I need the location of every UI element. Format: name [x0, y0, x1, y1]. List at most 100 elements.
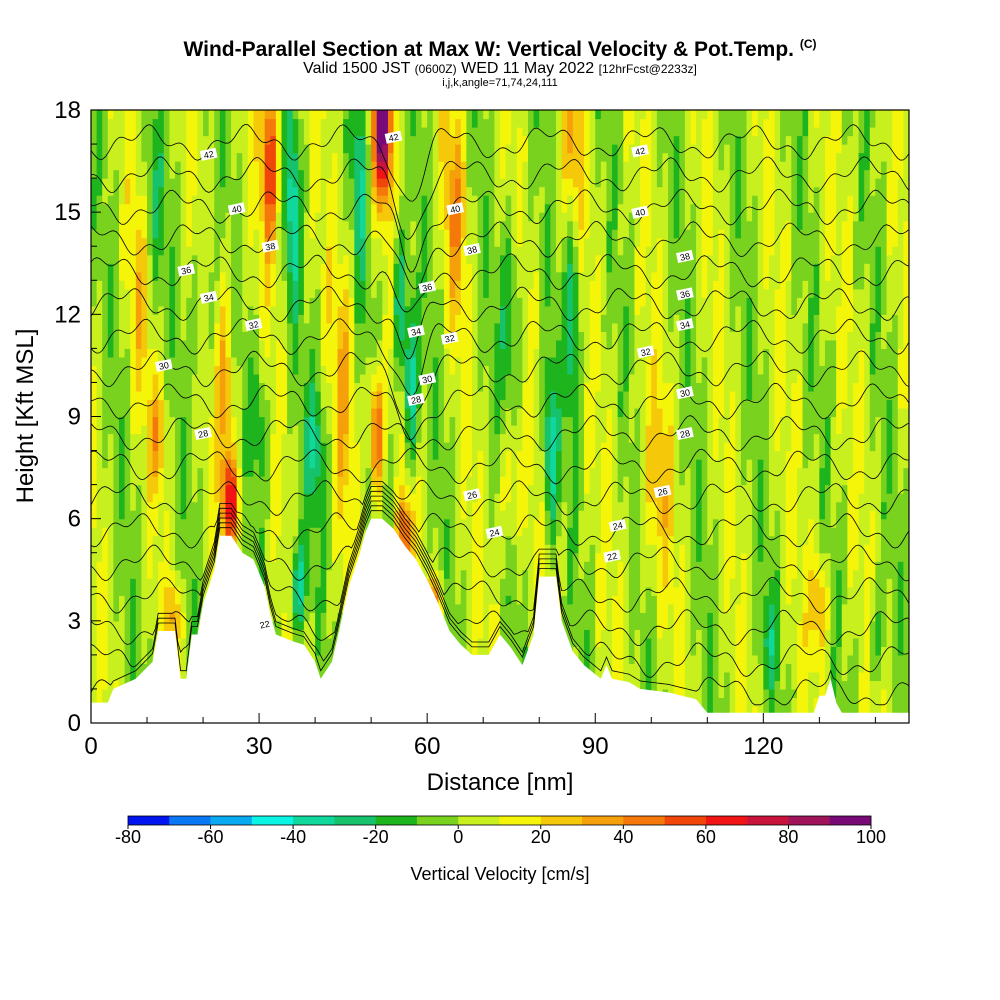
velocity-cell: [320, 416, 327, 426]
velocity-cell: [175, 186, 182, 196]
velocity-cell: [292, 331, 299, 341]
velocity-cell: [359, 212, 367, 222]
velocity-cell: [432, 552, 439, 562]
velocity-cell: [348, 467, 355, 477]
velocity-cell: [225, 433, 232, 443]
velocity-cell: [270, 254, 277, 264]
velocity-cell: [432, 263, 439, 273]
velocity-cell: [298, 612, 305, 622]
velocity-cell: [264, 459, 271, 469]
velocity-cell: [443, 288, 451, 298]
velocity-cell: [130, 152, 137, 162]
velocity-cell: [119, 671, 126, 682]
velocity-cell: [113, 680, 120, 690]
velocity-cell: [421, 144, 428, 154]
velocity-cell: [130, 637, 137, 647]
velocity-cell: [449, 569, 456, 579]
velocity-cell: [102, 697, 109, 707]
velocity-cell: [337, 459, 344, 469]
velocity-cell: [466, 297, 473, 307]
velocity-cell: [219, 322, 227, 332]
velocity-cell: [455, 493, 462, 503]
velocity-cell: [466, 476, 473, 486]
velocity-cell: [169, 586, 176, 596]
velocity-cell: [449, 552, 456, 562]
velocity-cell: [225, 288, 232, 298]
velocity-cell: [219, 271, 227, 281]
velocity-cell: [186, 110, 193, 120]
velocity-cell: [443, 305, 451, 315]
velocity-cell: [124, 467, 131, 477]
velocity-cell: [203, 331, 210, 341]
velocity-cell: [147, 612, 154, 622]
velocity-cell: [326, 127, 333, 137]
velocity-cell: [371, 195, 378, 205]
velocity-cell: [102, 254, 109, 264]
velocity-cell: [287, 493, 294, 503]
velocity-cell: [443, 263, 451, 273]
velocity-cell: [119, 416, 126, 426]
velocity-cell: [331, 169, 339, 179]
velocity-cell: [309, 399, 316, 409]
velocity-cell: [124, 365, 131, 375]
velocity-cell: [242, 212, 249, 222]
velocity-cell: [191, 365, 199, 375]
velocity-cell: [287, 561, 294, 571]
velocity-cell: [119, 271, 126, 281]
velocity-cell: [427, 390, 434, 401]
velocity-cell: [96, 527, 103, 537]
velocity-cell: [102, 373, 109, 384]
velocity-cell: [471, 237, 479, 247]
velocity-cell: [382, 373, 389, 384]
chart-subtitle: Valid 1500 JST (0600Z) WED 11 May 2022 […: [0, 60, 1000, 78]
velocity-cell: [298, 161, 305, 171]
velocity-cell: [247, 356, 255, 367]
velocity-cell: [124, 518, 131, 528]
velocity-cell: [102, 476, 109, 486]
velocity-cell: [359, 425, 367, 435]
velocity-cell: [208, 246, 215, 256]
velocity-cell: [438, 229, 445, 239]
velocity-cell: [259, 161, 266, 171]
velocity-cell: [197, 552, 204, 562]
velocity-cell: [247, 195, 255, 205]
velocity-cell: [432, 144, 439, 154]
velocity-cell: [354, 450, 361, 460]
velocity-cell: [371, 186, 378, 196]
velocity-cell: [91, 339, 98, 349]
velocity-cell: [270, 518, 277, 528]
velocity-cell: [119, 118, 126, 128]
velocity-cell: [163, 390, 171, 401]
velocity-cell: [236, 339, 243, 349]
velocity-cell: [287, 620, 294, 630]
velocity-cell: [102, 263, 109, 273]
velocity-cell: [287, 161, 294, 171]
velocity-cell: [326, 501, 333, 511]
velocity-cell: [124, 578, 131, 588]
velocity-cell: [214, 467, 221, 477]
velocity-cell: [415, 220, 423, 230]
velocity-cell: [298, 127, 305, 137]
velocity-cell: [113, 195, 120, 205]
velocity-cell: [259, 305, 266, 315]
velocity-cell: [208, 442, 215, 452]
velocity-cell: [197, 220, 204, 230]
velocity-cell: [359, 246, 367, 256]
velocity-cell: [371, 459, 378, 469]
velocity-cell: [320, 169, 327, 179]
velocity-cell: [231, 178, 238, 188]
velocity-cell: [191, 152, 199, 162]
velocity-cell: [376, 416, 383, 426]
velocity-cell: [309, 476, 316, 486]
velocity-cell: [320, 220, 327, 230]
velocity-cell: [326, 476, 333, 486]
velocity-cell: [102, 203, 109, 213]
velocity-cell: [415, 254, 423, 264]
velocity-cell: [438, 288, 445, 298]
velocity-cell: [331, 280, 339, 290]
velocity-cell: [415, 263, 423, 273]
velocity-cell: [455, 127, 462, 137]
velocity-cell: [236, 476, 243, 486]
velocity-cell: [281, 186, 288, 196]
velocity-cell: [337, 552, 344, 562]
